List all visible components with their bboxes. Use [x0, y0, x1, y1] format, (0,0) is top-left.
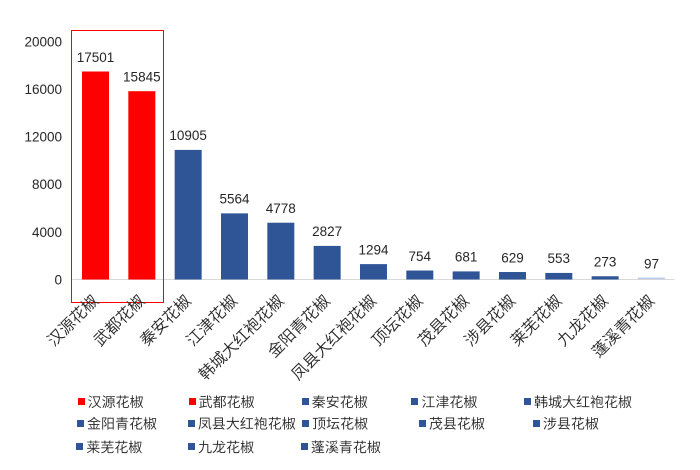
- svg-text:15845: 15845: [123, 69, 161, 84]
- svg-text:20000: 20000: [24, 35, 62, 50]
- svg-text:4000: 4000: [32, 225, 62, 240]
- svg-text:8000: 8000: [32, 177, 62, 192]
- svg-text:10905: 10905: [169, 128, 207, 143]
- svg-text:681: 681: [455, 250, 478, 265]
- svg-text:553: 553: [548, 251, 571, 266]
- svg-text:629: 629: [501, 250, 524, 265]
- svg-text:16000: 16000: [24, 82, 62, 97]
- svg-text:17501: 17501: [77, 50, 115, 65]
- svg-text:273: 273: [594, 255, 617, 270]
- svg-text:97: 97: [644, 257, 659, 272]
- svg-text:1294: 1294: [358, 242, 389, 257]
- svg-text:2827: 2827: [312, 224, 342, 239]
- svg-text:12000: 12000: [24, 130, 62, 145]
- svg-text:0: 0: [54, 272, 62, 287]
- svg-text:5564: 5564: [219, 192, 250, 207]
- svg-text:4778: 4778: [266, 201, 296, 216]
- svg-text:754: 754: [409, 249, 432, 264]
